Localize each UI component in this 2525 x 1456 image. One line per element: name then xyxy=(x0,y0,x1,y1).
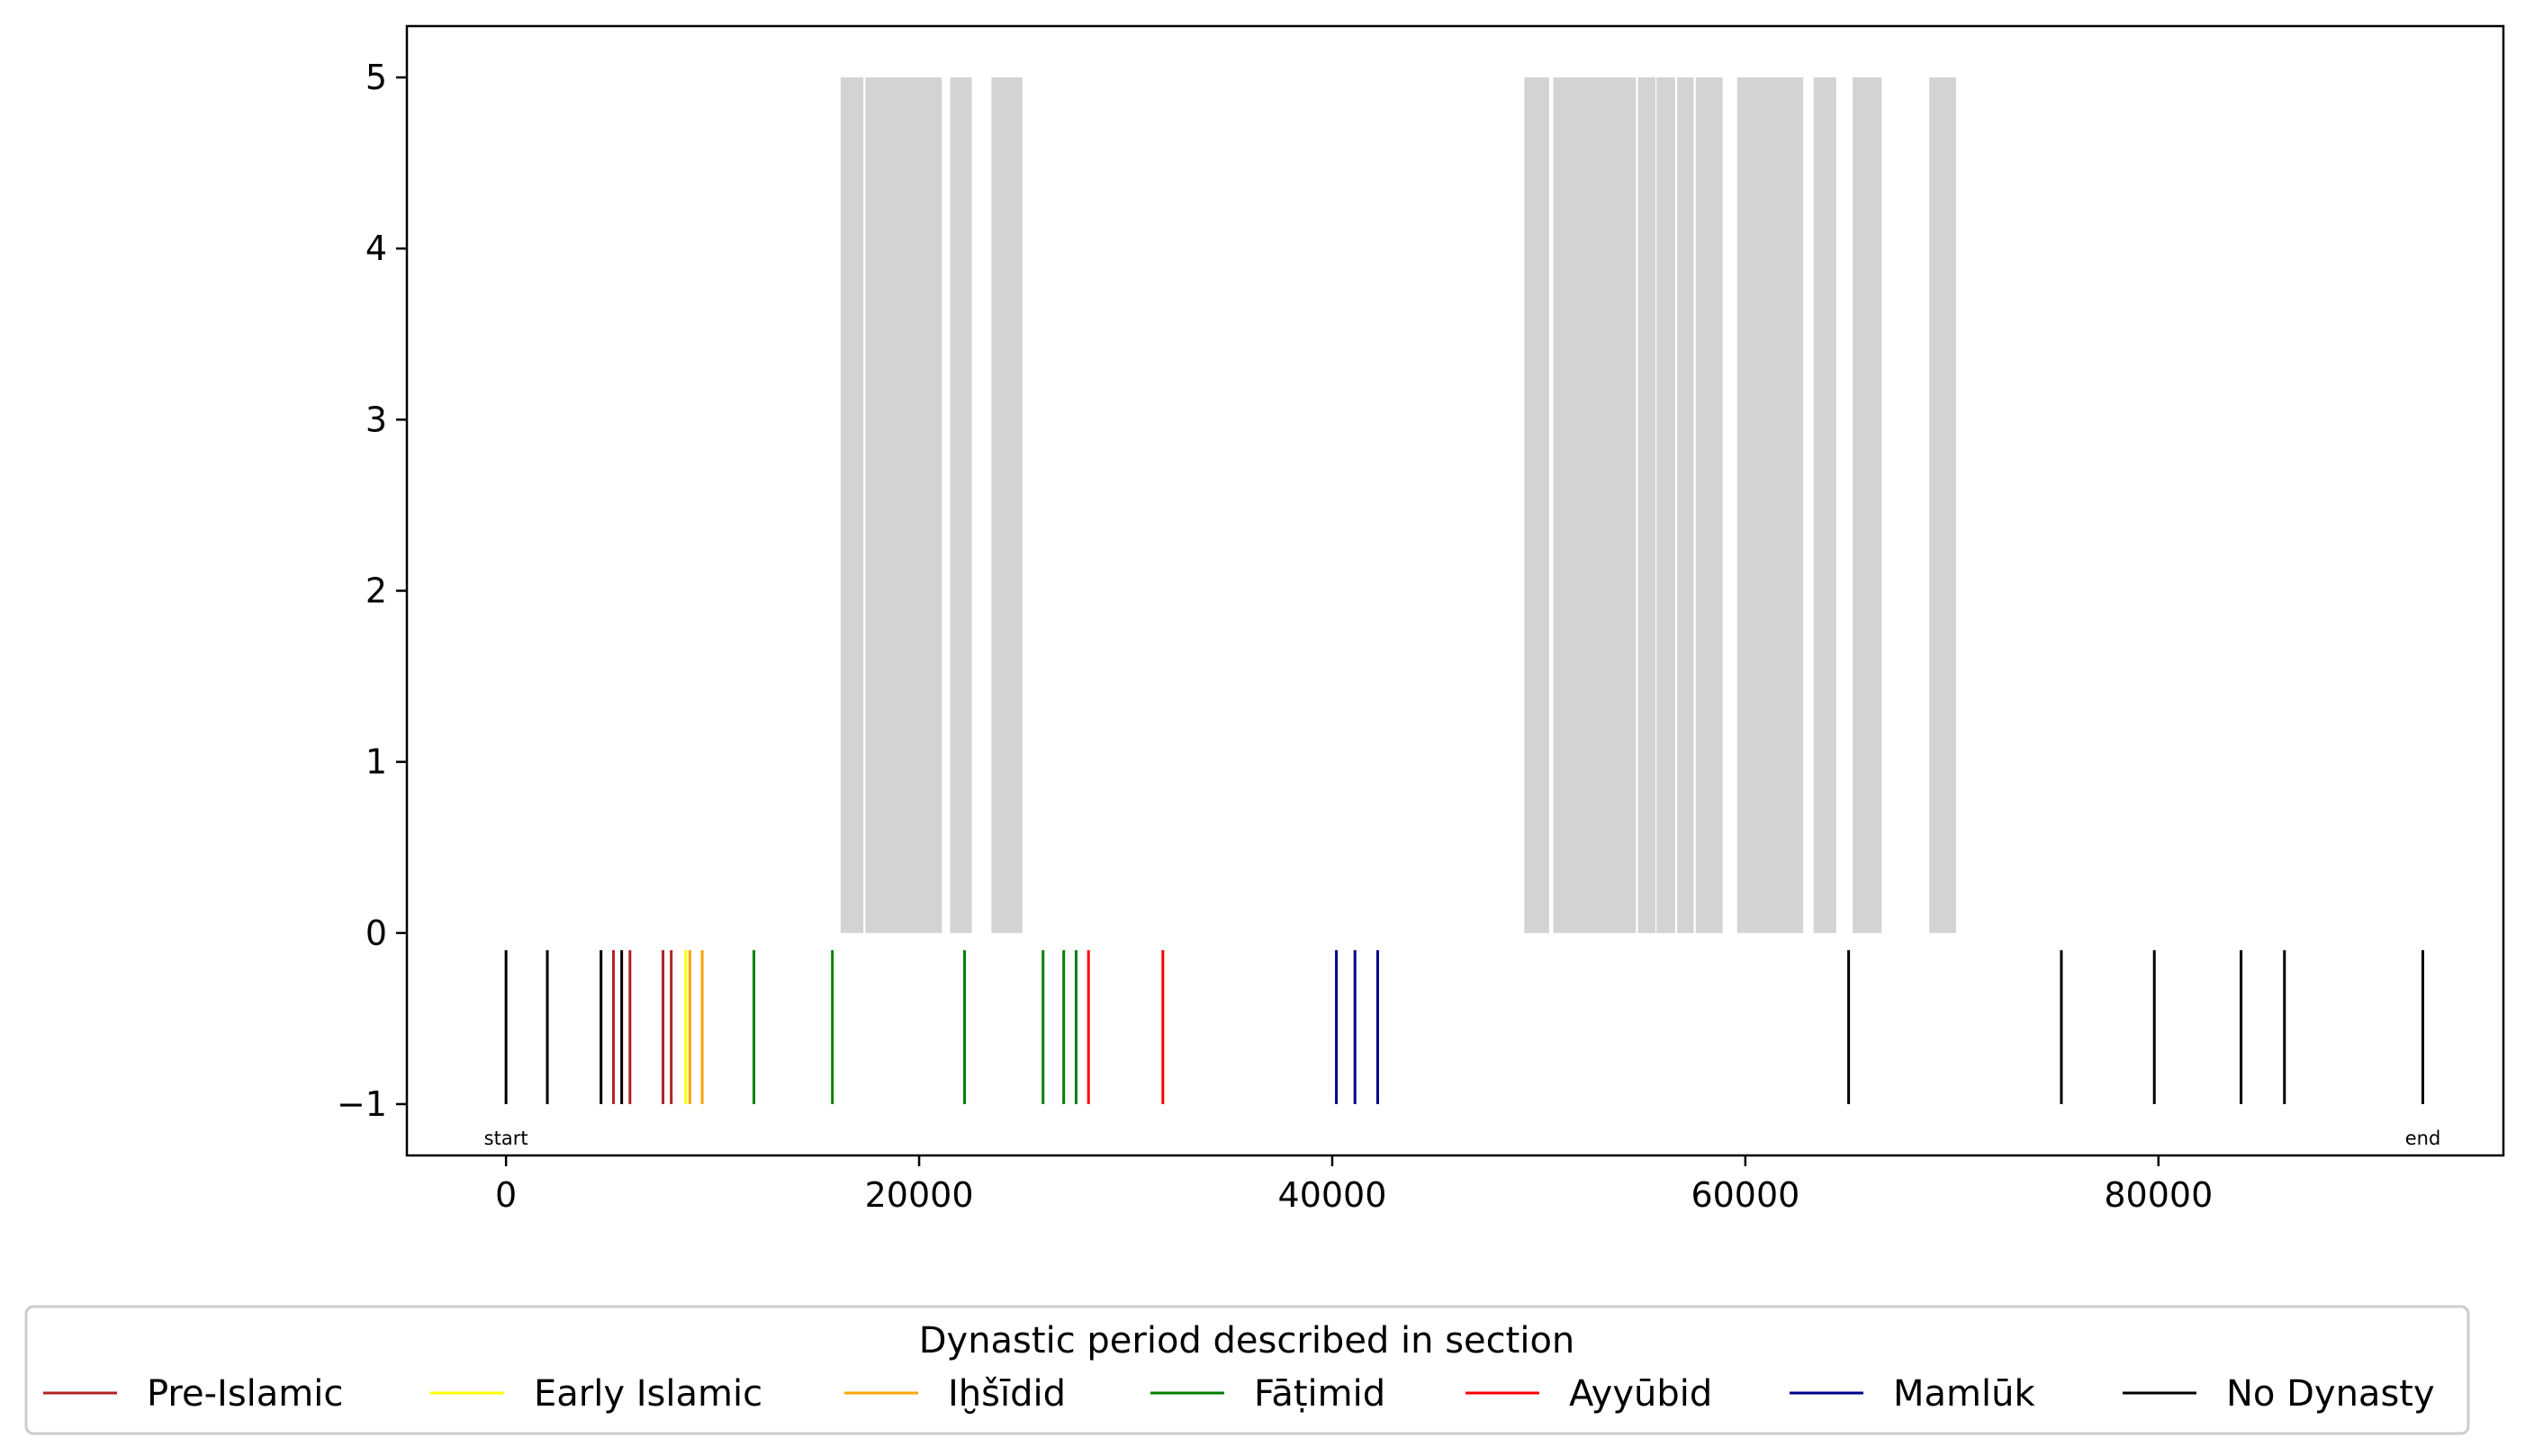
x-tick-label: 60000 xyxy=(1691,1175,1799,1215)
annotations: start end xyxy=(484,1128,2441,1149)
plot-frame xyxy=(405,24,2505,1157)
annotation-start: start xyxy=(484,1128,528,1149)
legend-label-fatimid: Fāṭimid xyxy=(1254,1373,1385,1415)
y-tick-label: 4 xyxy=(365,229,387,268)
y-axis: 5 4 3 2 1 0 −1 xyxy=(337,58,407,1124)
legend-label-early-islamic: Early Islamic xyxy=(534,1373,762,1415)
shaded-region-12 xyxy=(1813,77,1836,933)
legend-label-pre-islamic: Pre-Islamic xyxy=(147,1373,343,1415)
x-axis: 0 20000 40000 60000 80000 xyxy=(495,1155,2213,1215)
shaded-region-5 xyxy=(1524,77,1549,933)
shaded-region-1 xyxy=(840,77,864,933)
y-tick-label: 3 xyxy=(365,400,387,439)
legend-entries: Pre-Islamic Early Islamic Iḫšīdid Fāṭimid Ay… xyxy=(43,1373,2435,1415)
legend-label-ihsidid: Iḫšīdid xyxy=(948,1373,1066,1415)
x-tick-label: 20000 xyxy=(865,1175,974,1215)
legend-label-mamluk: Mamlūk xyxy=(1893,1373,2035,1415)
shaded-region-10 xyxy=(1695,77,1723,933)
y-tick-label: 5 xyxy=(365,58,387,97)
annotation-end: end xyxy=(2405,1128,2441,1149)
y-tick-label: −1 xyxy=(337,1084,387,1124)
legend-label-ayyubid: Ayyūbid xyxy=(1569,1373,1712,1415)
legend-box xyxy=(24,1305,2470,1435)
shaded-region-2 xyxy=(865,77,942,933)
x-tick-label: 40000 xyxy=(1278,1175,1387,1215)
x-tick-label: 0 xyxy=(495,1175,517,1215)
shaded-region-11 xyxy=(1736,77,1804,933)
legend: Dynastic period described in section Pre… xyxy=(24,1305,2470,1435)
shaded-region-8 xyxy=(1656,77,1675,933)
shaded-region-7 xyxy=(1637,77,1656,933)
shaded-region-9 xyxy=(1677,77,1694,933)
shaded-region-13 xyxy=(1853,77,1882,933)
y-tick-label: 2 xyxy=(365,571,387,611)
shaded-region-14 xyxy=(1929,77,1956,933)
shaded-regions xyxy=(840,77,1956,933)
shaded-region-4 xyxy=(991,77,1023,933)
shaded-region-6 xyxy=(1553,77,1637,933)
y-tick-label: 0 xyxy=(365,913,387,953)
y-tick-label: 1 xyxy=(365,742,387,782)
shaded-region-3 xyxy=(950,77,972,933)
x-tick-label: 80000 xyxy=(2104,1175,2213,1215)
event-lines xyxy=(504,949,2425,1104)
legend-title: Dynastic period described in section xyxy=(919,1320,1575,1362)
legend-label-no-dynasty: No Dynasty xyxy=(2226,1373,2435,1415)
